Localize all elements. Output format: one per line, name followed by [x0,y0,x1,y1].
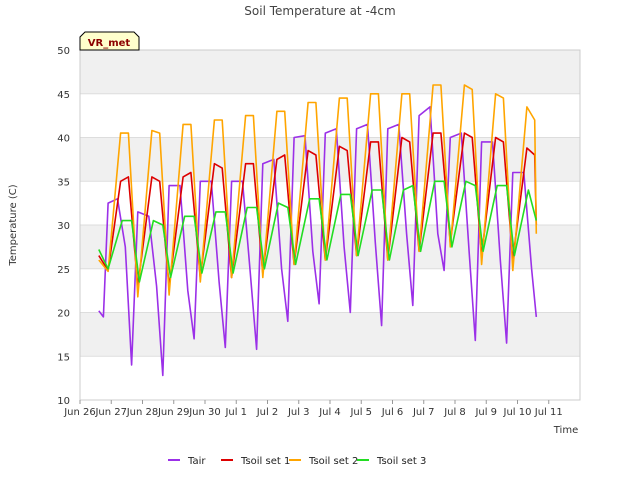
y-tick-label: 10 [57,396,70,407]
y-tick-label: 20 [57,309,70,320]
x-axis-ticks: Jun 26 Jun 27 Jun 28 Jun 29 Jun 30 Jul 1 Jul 2… [63,400,563,418]
x-axis-title: Time [553,425,578,436]
legend-label-tsoil-set-1: Tsoil set 1 [240,456,290,467]
x-tick-label: Jul 8 [443,407,466,418]
x-tick-label: Jul 5 [349,407,372,418]
x-tick-label: Jul 6 [381,407,404,418]
x-tick-label: Jun 30 [188,407,221,418]
legend-label-tair: Tair [187,456,206,467]
x-tick-label: Jun 29 [157,407,190,418]
station-badge-label: VR_met [88,38,131,49]
series-line-tair [98,106,538,377]
x-tick-label: Jul 2 [256,407,279,418]
chart-title: Soil Temperature at -4cm [244,4,395,18]
x-tick-label: Jun 26 [63,407,96,418]
y-tick-label: 50 [57,46,70,57]
y-tick-label: 25 [57,265,70,276]
x-tick-label: Jul 1 [224,407,247,418]
x-tick-label: Jul 4 [318,407,341,418]
y-axis-title: Temperature (C) [8,184,19,266]
series-line-tsoil-set-2 [98,84,538,298]
background-band [80,50,580,94]
x-tick-label: Jun 27 [94,407,127,418]
series-lines [98,84,538,377]
series-line-tsoil-set-3 [98,180,538,283]
background-band [80,137,580,182]
y-tick-label: 35 [57,177,70,188]
y-tick-label: 40 [57,134,70,145]
x-tick-label: Jul 7 [412,407,435,418]
y-tick-label: 45 [57,90,70,101]
x-tick-label: Jul 10 [503,407,532,418]
x-tick-label: Jul 11 [534,407,563,418]
legend-label-tsoil-set-2: Tsoil set 2 [308,456,358,467]
x-tick-label: Jun 28 [126,407,159,418]
y-tick-label: 30 [57,221,70,232]
x-tick-label: Jul 3 [287,407,310,418]
station-badge: VR_met [79,31,140,51]
legend: Tair Tsoil set 1 Tsoil set 2 Tsoil set 3 [168,456,426,467]
y-axis-ticks: 10 15 20 25 30 35 40 45 50 [57,46,70,407]
x-tick-label: Jul 9 [474,407,497,418]
y-tick-label: 15 [57,352,70,363]
legend-label-tsoil-set-3: Tsoil set 3 [376,456,426,467]
station-badge-box [79,31,140,51]
